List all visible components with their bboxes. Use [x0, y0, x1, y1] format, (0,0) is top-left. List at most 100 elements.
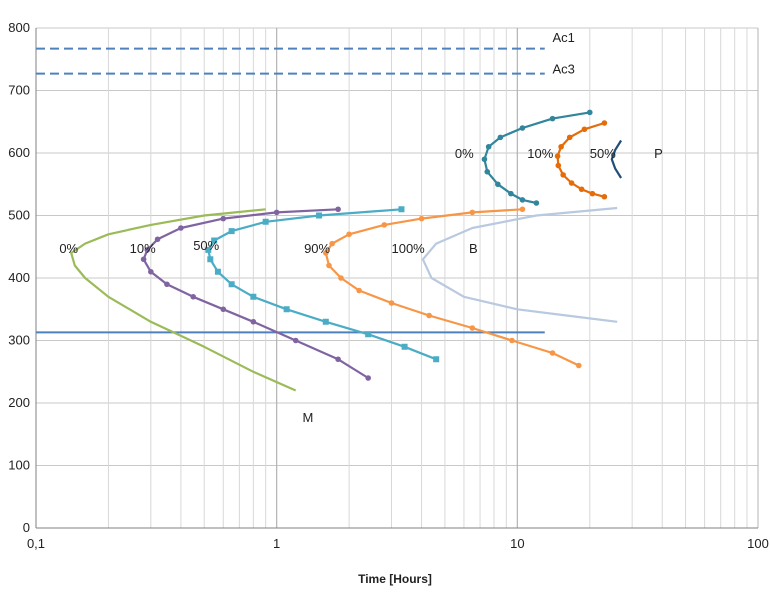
y-tick-label: 600 [8, 145, 30, 160]
axes [35, 28, 758, 529]
series-point [581, 126, 588, 133]
series-5 [421, 206, 618, 323]
series-point [433, 356, 440, 363]
series-point [356, 287, 362, 294]
annotation-label: Ac1 [553, 30, 575, 45]
series-line [421, 206, 618, 323]
annotation-label: 90% [304, 241, 330, 256]
series-point [205, 246, 212, 253]
series-point [519, 197, 526, 203]
series-point [365, 375, 371, 381]
series-point [555, 162, 562, 169]
annotation-label: 50% [590, 146, 616, 161]
series-point [338, 275, 344, 281]
series-point [164, 281, 170, 288]
series-point [601, 120, 608, 126]
x-tick-label: 0,1 [27, 536, 45, 551]
series-point [497, 134, 504, 141]
series-point [549, 350, 556, 356]
series-point [262, 218, 269, 225]
series-6 [481, 109, 593, 206]
series-line [610, 139, 623, 179]
series-point [481, 156, 488, 163]
series-point [335, 206, 341, 213]
series-point [578, 186, 585, 193]
series-point [558, 143, 564, 150]
series-point [228, 228, 235, 235]
series-point [586, 109, 593, 116]
series-point [148, 268, 154, 275]
x-tick-label: 100 [747, 536, 769, 551]
y-tick-label: 300 [8, 333, 30, 348]
tick-labels: 0 100 200 300 400 500 600 700 800 0,1 1 10 100 [8, 20, 769, 551]
series-point [469, 325, 476, 331]
y-tick-label: 400 [8, 270, 30, 285]
series-8 [610, 139, 623, 179]
series-point [228, 281, 235, 288]
series-4 [322, 206, 582, 369]
series-7 [554, 120, 608, 200]
y-tick-label: 500 [8, 208, 30, 223]
series-line [324, 208, 580, 367]
series-point [519, 125, 526, 131]
series-point [568, 180, 575, 186]
x-axis-title: Time [Hours] [358, 572, 432, 586]
series-point [144, 247, 151, 253]
series-point [292, 337, 299, 344]
series-point [426, 312, 432, 319]
series-point [469, 209, 476, 216]
series-point [560, 172, 566, 178]
series-1 [70, 208, 297, 392]
series-point [322, 318, 329, 325]
series-point [484, 168, 491, 175]
series-point [346, 231, 352, 238]
y-tick-label: 200 [8, 395, 30, 410]
series-point [495, 181, 501, 188]
x-tick-label: 1 [273, 536, 280, 551]
series-point [508, 190, 514, 197]
series-point [316, 212, 323, 219]
series-point [250, 318, 257, 325]
series-2 [140, 206, 371, 381]
series-point [401, 343, 408, 350]
series-point [329, 240, 335, 247]
series-point [533, 200, 540, 206]
y-tick-label: 100 [8, 458, 30, 473]
series-point [178, 225, 184, 231]
series-point [214, 268, 221, 275]
series-point [250, 293, 257, 300]
series-point [418, 215, 425, 222]
x-tick-label: 10 [510, 536, 524, 551]
series-point [388, 300, 395, 306]
annotation-label: 100% [391, 241, 425, 256]
series-point [326, 262, 332, 269]
reference-lines [36, 47, 545, 334]
series-point [220, 215, 227, 222]
series-group [70, 109, 623, 392]
series-3 [205, 206, 440, 363]
series-point [519, 206, 526, 213]
annotation-label: 0% [455, 146, 474, 161]
series-point [283, 306, 290, 313]
series-point [398, 206, 405, 213]
series-point [335, 356, 341, 363]
series-point [140, 256, 147, 263]
series-point [509, 337, 515, 344]
series-point [381, 222, 388, 228]
series-point [207, 256, 214, 263]
annotation-label: 50% [193, 238, 219, 253]
series-point [322, 250, 329, 256]
y-tick-label: 0 [23, 520, 30, 535]
annotation-label: 10% [527, 146, 553, 161]
annotation-label: M [302, 410, 313, 425]
y-tick-label: 700 [8, 83, 30, 98]
series-point [575, 362, 582, 369]
y-tick-label: 800 [8, 20, 30, 35]
series-line [70, 208, 297, 392]
series-point [190, 293, 197, 300]
series-point [273, 209, 280, 216]
series-point [601, 193, 608, 200]
annotation-label: Ac3 [553, 62, 575, 77]
